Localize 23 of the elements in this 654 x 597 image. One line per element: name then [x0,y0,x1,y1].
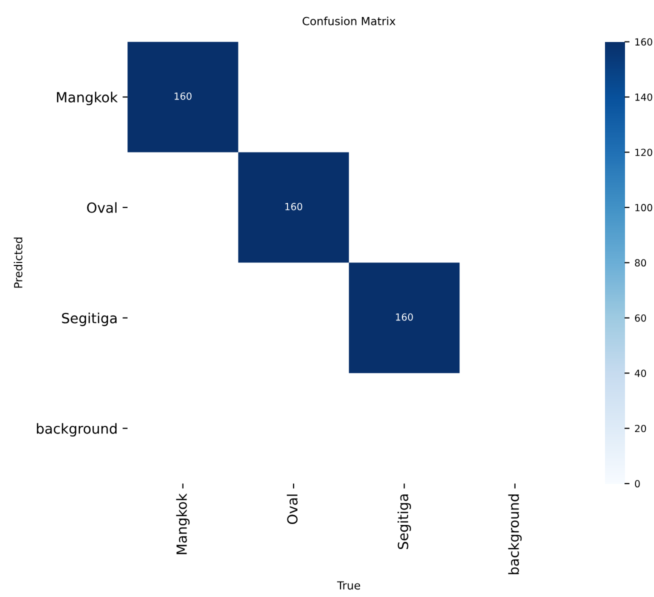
x-axis-title: True [337,581,360,590]
x-tick-label: background [508,494,522,574]
color-bar-label: 60 [634,314,646,322]
color-bar-label: 0 [634,480,640,488]
color-bar-label: 160 [635,38,652,46]
y-tick-label: Segitiga [62,312,117,326]
color-bar-label: 20 [635,424,646,432]
x-tick-label: Mangkok [176,493,190,554]
y-tick-label: Mangkok [56,92,118,106]
y-tick-label: Oval [87,202,117,213]
x-tick-label: Segitiga [398,494,411,550]
color-bar-label: 100 [635,204,652,212]
x-tick-label: Oval [286,494,298,524]
color-bar-label: 80 [634,259,646,267]
color-bar-label: 120 [635,148,652,156]
color-bar-label: 40 [634,370,646,377]
data-label: 160 [174,92,192,100]
data-label: 160 [285,202,302,210]
y-axis-title: Predicted [14,238,22,288]
color-bar-label: 140 [635,93,652,101]
data-label: 160 [396,313,413,321]
y-tick-label: background [36,423,117,437]
chart-title: Confusion Matrix [302,16,396,26]
